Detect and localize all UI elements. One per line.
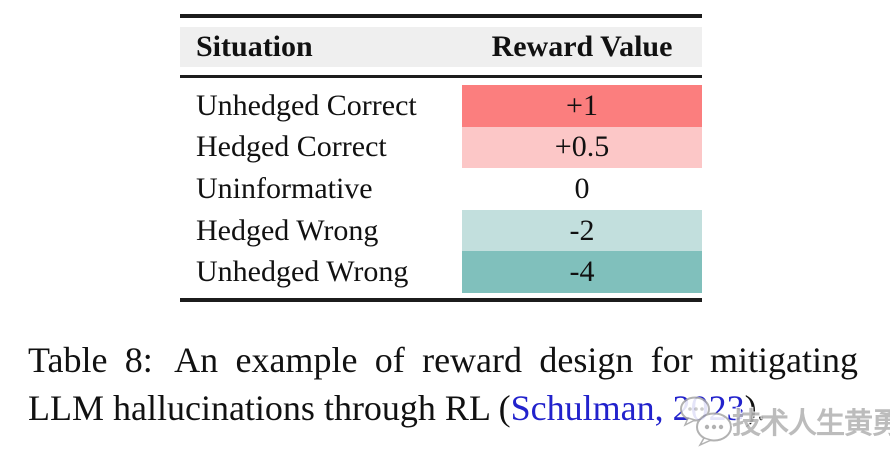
caption-table-number: Table 8:: [28, 340, 153, 380]
caption-text-line1: An example of reward design for mitigati…: [174, 340, 858, 380]
table-header-rule: [180, 75, 702, 78]
reward-cell: +0.5: [462, 126, 702, 169]
caption-text-line2: LLM hallucinations through RL (: [28, 388, 511, 428]
situation-cell: Uninformative: [196, 171, 373, 205]
reward-cell: -4: [462, 251, 702, 293]
situation-cell: Unhedged Wrong: [196, 255, 409, 289]
reward-table: Situation Reward Value Unhedged Correct …: [180, 14, 702, 302]
citation-link[interactable]: Schulman, 2023: [510, 388, 745, 428]
table-top-rule: [180, 14, 702, 18]
situation-cell: Unhedged Correct: [196, 88, 417, 122]
table-body: Unhedged Correct +1 Hedged Correct +0.5 …: [180, 85, 702, 293]
caption-closing-paren: ).: [744, 388, 766, 428]
table-caption: Table 8: An example of reward design for…: [28, 336, 858, 432]
table-row: Unhedged Wrong -4: [180, 251, 702, 293]
situation-cell: Hedged Correct: [196, 130, 387, 164]
situation-cell: Hedged Wrong: [196, 213, 379, 247]
table-row: Unhedged Correct +1: [180, 85, 702, 127]
reward-cell: 0: [574, 171, 590, 205]
header-reward-value: Reward Value: [491, 30, 673, 63]
caption-line-2: LLM hallucinations through RL (Schulman,…: [28, 384, 858, 432]
reward-cell: -2: [462, 209, 702, 252]
table-row: Hedged Wrong -2: [180, 209, 702, 252]
table-bottom-rule: [180, 297, 702, 302]
header-situation: Situation: [196, 30, 313, 63]
table-row: Uninformative 0: [180, 168, 702, 210]
table-row: Hedged Correct +0.5: [180, 126, 702, 169]
reward-cell: +1: [462, 85, 702, 127]
table-header-row: Situation Reward Value: [180, 27, 702, 67]
caption-line-1: Table 8: An example of reward design for…: [28, 336, 858, 384]
